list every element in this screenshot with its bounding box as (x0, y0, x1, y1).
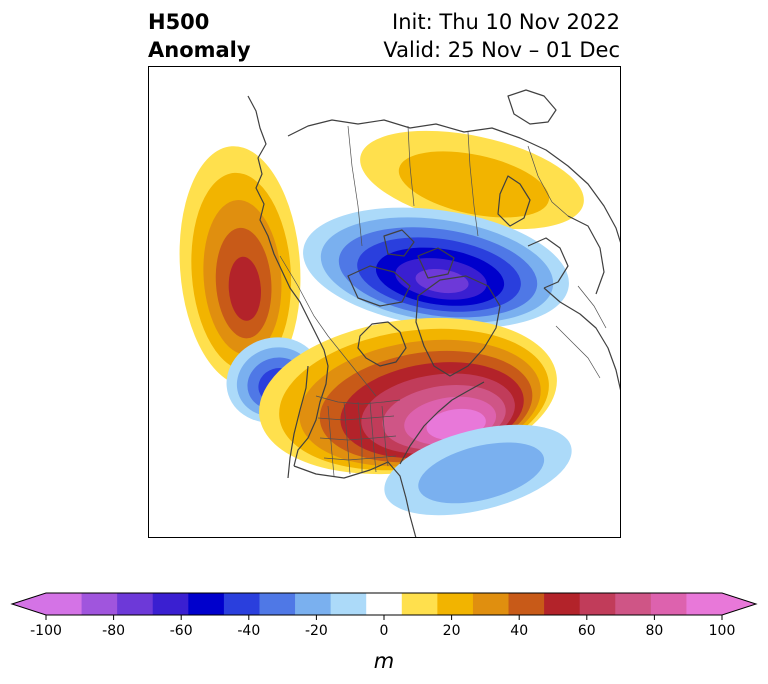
map-title-left: H500 Anomaly (148, 8, 251, 64)
title-variable: H500 (148, 10, 210, 34)
colorbar-tick-label: -100 (30, 623, 62, 639)
colorbar-swatch (259, 593, 296, 615)
coastline-eurasia (287, 119, 621, 245)
map-title-right: Init: Thu 10 Nov 2022 Valid: 25 Nov – 01… (383, 8, 620, 64)
colorbar-swatch (223, 593, 260, 615)
anomaly-map (148, 66, 621, 538)
colorbar-tick-label: -80 (102, 623, 125, 639)
coastline-alaska (247, 95, 329, 467)
colorbar-swatch (188, 593, 225, 615)
coastline-hudson-bay (357, 321, 407, 367)
coastline-west-coast (287, 365, 309, 479)
map-frame (148, 66, 621, 538)
colorbar-swatches (10, 592, 758, 616)
colorbar-swatch (46, 593, 83, 615)
title-init-date: Init: Thu 10 Nov 2022 (392, 10, 620, 34)
colorbar-tick-label: 80 (645, 623, 663, 639)
colorbar-swatch (615, 593, 652, 615)
coastline-atlantic (399, 381, 485, 465)
colorbar-tick-label: 100 (709, 623, 736, 639)
anomaly-north-atlantic-trough (384, 424, 572, 516)
coastline-greenland (415, 275, 501, 377)
coastline-europe (543, 287, 621, 393)
colorbar-swatch (686, 593, 723, 615)
colorbar-swatch (330, 593, 367, 615)
colorbar-swatch (650, 593, 687, 615)
colorbar-swatch (295, 593, 332, 615)
colorbar-tick-label: 20 (443, 623, 461, 639)
colorbar-under-arrow (12, 593, 46, 615)
contour-band (398, 151, 550, 218)
coastline-arctic-islands (347, 265, 411, 307)
colorbar-tick-label: -40 (237, 623, 260, 639)
coastline-east-us (293, 461, 417, 538)
colorbar-swatch (472, 593, 510, 615)
colorbar-tick-label: -60 (170, 623, 193, 639)
contour-band (418, 442, 545, 504)
colorbar-swatch (401, 593, 438, 615)
colorbar-swatch (544, 593, 581, 615)
colorbar-tick-label: 40 (510, 623, 528, 639)
title-valid-range: Valid: 25 Nov – 01 Dec (383, 38, 620, 62)
title-field: Anomaly (148, 38, 251, 62)
colorbar-swatch (152, 593, 189, 615)
anomaly-nw-pacific-ridge (179, 146, 301, 386)
colorbar-swatch (117, 593, 154, 615)
colorbar-swatch (437, 593, 474, 615)
political-borders (279, 125, 607, 477)
colorbar: -100 -80 -60 -40 -20 0 20 40 60 80 100 m (10, 592, 758, 673)
colorbar-tick-label: -20 (305, 623, 328, 639)
colorbar-over-arrow (722, 593, 756, 615)
colorbar-tick-label: 60 (578, 623, 596, 639)
contour-band (415, 269, 469, 294)
colorbar-swatch (366, 593, 403, 615)
contour-band (228, 256, 261, 321)
colorbar-swatch (579, 593, 616, 615)
colorbar-ticks: -100 -80 -60 -40 -20 0 20 40 60 80 100 (30, 615, 735, 639)
colorbar-swatch (508, 593, 545, 615)
colorbar-tick-label: 0 (380, 623, 389, 639)
anomaly-polar-vortex-trough (303, 207, 569, 329)
colorbar-unit-label: m (374, 649, 394, 673)
coastlines (247, 89, 621, 538)
colorbar-swatch (81, 593, 118, 615)
